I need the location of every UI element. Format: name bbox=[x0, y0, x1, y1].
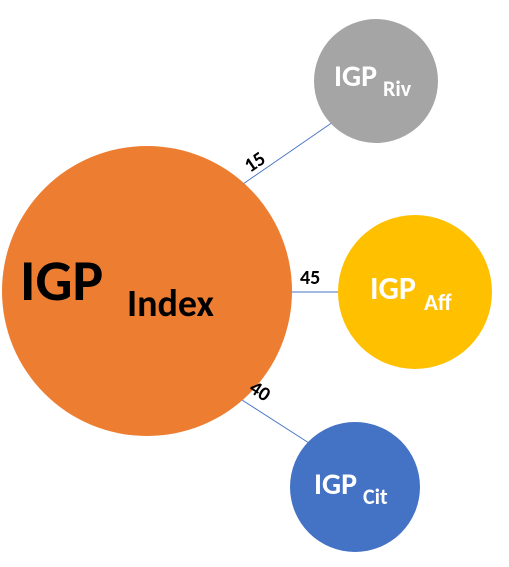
edge-line-edge-cit bbox=[242, 400, 309, 443]
node-label-aff: IGP bbox=[370, 269, 416, 308]
node-label-sub-index: Index bbox=[127, 281, 214, 327]
node-label-cit: IGP bbox=[314, 466, 357, 503]
edge-label-edge-riv: 15 bbox=[240, 147, 270, 178]
node-label-sub-cit: Cit bbox=[363, 483, 388, 510]
node-label-sub-aff: Aff bbox=[424, 289, 452, 317]
node-aff: IGP Aff bbox=[338, 215, 492, 369]
nodes: IGPIndexIGPRivIGPAffIGPCit bbox=[2, 19, 492, 552]
edge-label-edge-aff: 45 bbox=[300, 266, 320, 290]
igp-diagram: IGPIndexIGPRivIGPAffIGPCit154540 bbox=[0, 0, 509, 567]
node-label-sub-riv: Riv bbox=[383, 75, 412, 102]
node-cit: IGPCit bbox=[290, 422, 420, 552]
node-riv: IGPRiv bbox=[314, 19, 438, 143]
node-label-riv: IGP bbox=[334, 58, 377, 95]
node-label-index: IGP bbox=[20, 245, 103, 316]
